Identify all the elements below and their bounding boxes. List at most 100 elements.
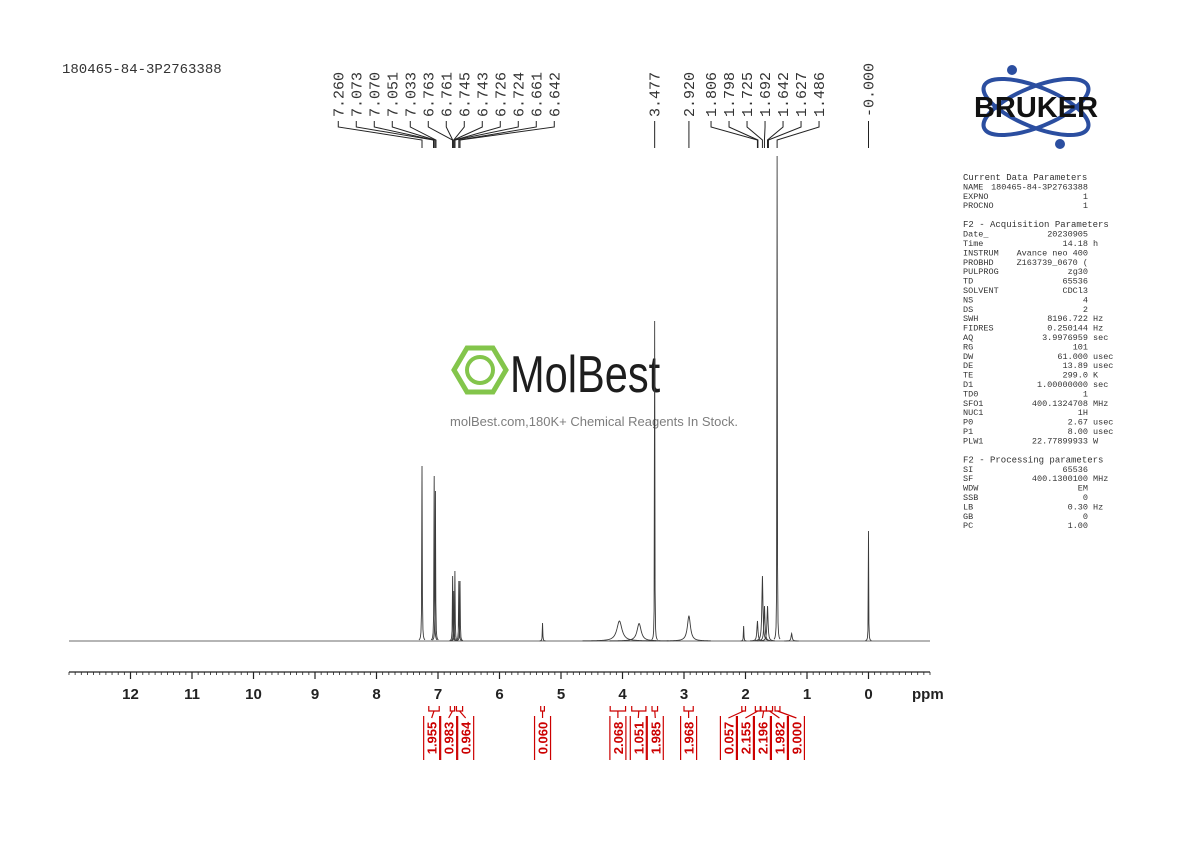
peak-label: 6.763 (421, 72, 438, 117)
parameter-unit: MHz (1093, 474, 1108, 484)
parameter-value: 2.67 (1068, 418, 1088, 428)
integral-bracket (760, 706, 768, 719)
peak (865, 530, 872, 642)
integral-bracket (455, 706, 467, 719)
parameter-value: 2 (1083, 305, 1088, 315)
parameter-unit: usec (1093, 427, 1113, 437)
parameter-value: 101 (1073, 342, 1088, 352)
integral-bracket (540, 706, 545, 718)
parameter-value: 299.0 (1062, 371, 1088, 381)
peak (430, 475, 438, 641)
integral-bracket (683, 706, 694, 718)
integral-label: 1.982 (772, 722, 787, 755)
parameter-name: AQ (963, 333, 973, 343)
parameter-value: Avance neo 400 (1017, 248, 1088, 258)
logo-dot (1055, 139, 1065, 149)
parameter-value: 400.1300100 (1032, 474, 1088, 484)
parameter-value: zg30 (1068, 267, 1088, 277)
parameter-name: NUC1 (963, 408, 983, 418)
peak-label: 6.642 (547, 72, 564, 117)
parameter-name: P0 (963, 418, 973, 428)
parameter-name: WDW (963, 484, 979, 494)
integral-label: 0.057 (721, 722, 736, 755)
parameter-name: PLW1 (963, 436, 983, 446)
peak (539, 622, 546, 642)
parameter-unit: Hz (1093, 502, 1103, 512)
parameter-value: 22.77899933 (1032, 436, 1088, 446)
x-tick-label: 6 (495, 686, 503, 703)
parameter-value: 4 (1083, 295, 1088, 305)
integral-bracket (745, 706, 761, 719)
parameter-value: 65536 (1062, 277, 1088, 287)
parameter-unit: K (1093, 371, 1099, 381)
peak-label-leader (391, 121, 436, 148)
parameter-value: EM (1078, 484, 1088, 494)
peak-label: -0.000 (862, 63, 879, 117)
peak-label-leader (710, 121, 758, 148)
peak-label-leader (767, 121, 784, 148)
peak-label: 7.260 (331, 72, 348, 117)
parameter-value: 20230905 (1047, 230, 1088, 240)
watermark-icon-ring (465, 355, 495, 385)
peak-label-leader (763, 121, 766, 148)
x-tick-label: 10 (245, 686, 262, 703)
parameter-name: FIDRES (963, 324, 994, 334)
parameter-value: 1H (1078, 408, 1088, 418)
parameter-unit: usec (1093, 361, 1113, 371)
integral-label: 9.000 (789, 722, 804, 755)
integral-bracket (448, 706, 456, 719)
peak-label: 1.725 (740, 72, 757, 117)
parameter-value: 14.18 (1062, 239, 1088, 249)
parameter-unit: W (1093, 436, 1099, 446)
peak-label: 7.070 (367, 72, 384, 117)
watermark-icon (451, 345, 509, 395)
peak-label-leader (409, 121, 437, 148)
peak (432, 490, 439, 641)
parameter-value: 65536 (1062, 465, 1088, 475)
peak (456, 580, 464, 642)
peak-label: 7.051 (385, 72, 402, 117)
parameter-name: SF (963, 474, 973, 484)
parameter-section-title: Current Data Parameters (963, 173, 1087, 183)
bruker-logo: BRUKER (974, 65, 1098, 149)
parameter-name: GB (963, 512, 973, 522)
integral-bracket (774, 706, 797, 719)
peak (740, 625, 747, 642)
integral-label: 1.051 (631, 722, 646, 755)
parameter-value: 1.00 (1068, 521, 1088, 531)
parameter-value: 0.250144 (1047, 324, 1088, 334)
peak-label: 3.477 (648, 72, 665, 117)
parameter-unit: usec (1093, 352, 1113, 362)
peak (784, 631, 799, 642)
integral-bracket (428, 706, 440, 719)
parameter-name: PULPROG (963, 267, 999, 277)
parameter-value: 180465-84-3P2763388 (991, 182, 1088, 192)
parameter-value: 0 (1083, 493, 1088, 503)
parameter-name: RG (963, 342, 973, 352)
integral-bracket (631, 706, 647, 719)
integral-bracket (728, 706, 747, 719)
peak-label: 1.692 (758, 72, 775, 117)
peak (757, 605, 772, 642)
x-tick-label: 4 (618, 686, 627, 703)
peak-label-leader (458, 121, 537, 148)
parameter-name: LB (963, 502, 973, 512)
peak (455, 580, 462, 642)
parameter-name: TD0 (963, 389, 978, 399)
logo-dot (1007, 65, 1017, 75)
peak-label-leader (427, 121, 454, 148)
parameter-name: PROBHD (963, 258, 994, 268)
peak (773, 155, 781, 640)
peak-label-leader (373, 121, 435, 148)
parameter-value: 8196.722 (1047, 314, 1088, 324)
parameter-name: SSB (963, 493, 978, 503)
parameter-section-title: F2 - Processing parameters (963, 455, 1103, 465)
parameter-name: NAME (963, 182, 983, 192)
parameter-name: SI (963, 465, 973, 475)
peak (651, 320, 658, 641)
x-tick-label: 5 (557, 686, 565, 703)
parameter-name: TE (963, 371, 973, 381)
x-tick-label: 0 (864, 686, 872, 703)
x-tick-label: 2 (741, 686, 749, 703)
peak (418, 465, 426, 641)
